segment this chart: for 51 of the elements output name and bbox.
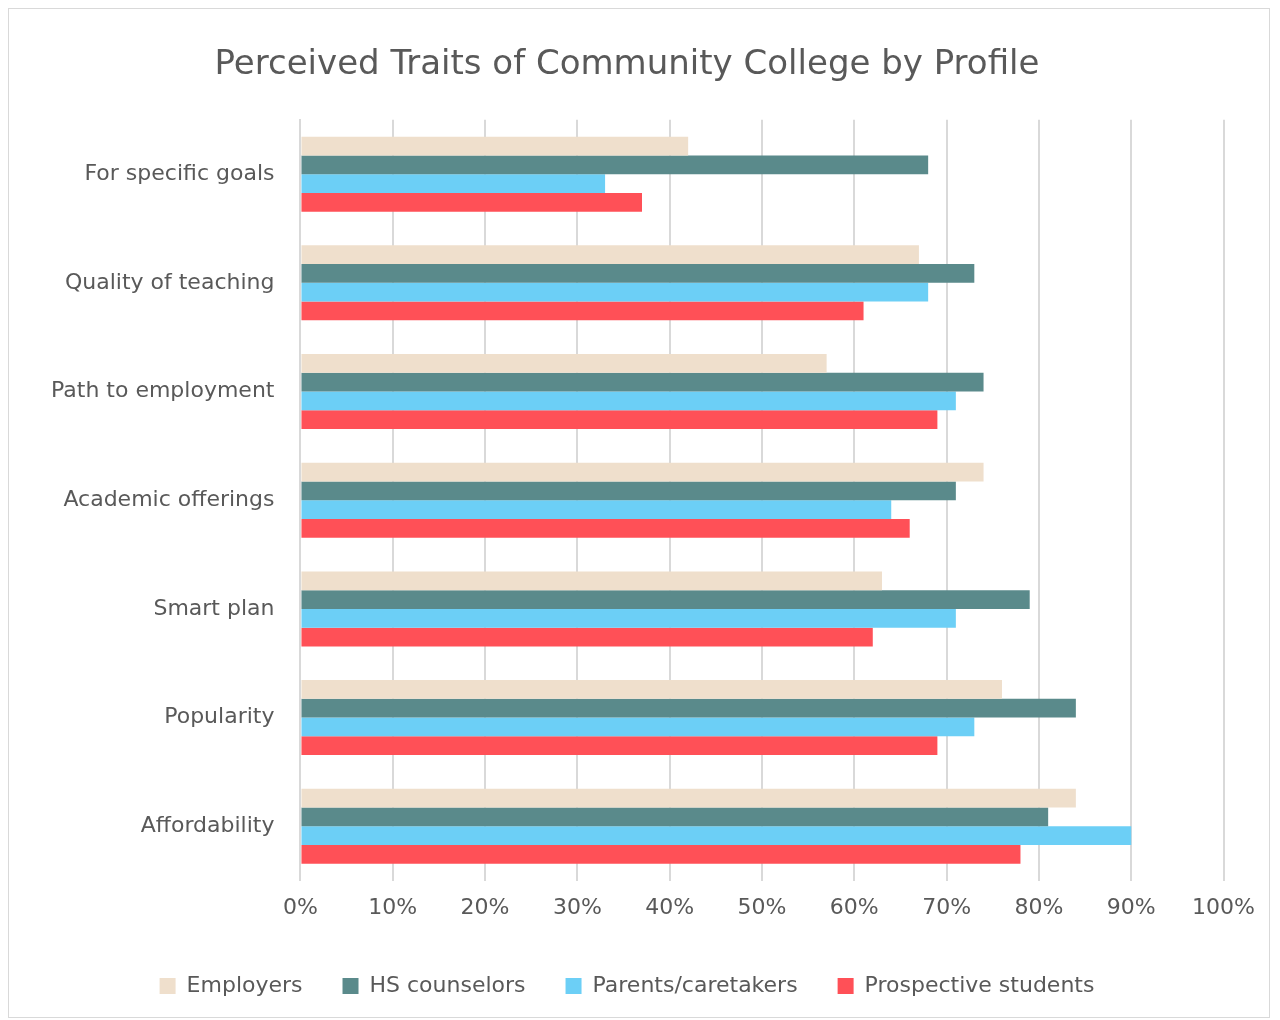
x-tick-label: 50% [737, 893, 787, 919]
bar [301, 680, 1003, 699]
bar [301, 736, 938, 756]
y-tick-label: For specific goals [84, 159, 275, 185]
bar [301, 807, 1049, 827]
bar [301, 717, 975, 737]
bar [301, 826, 1132, 846]
legend-label: Prospective students [864, 971, 1095, 997]
bar [301, 245, 919, 265]
bar [301, 698, 1076, 718]
legend-label: HS counselors [369, 971, 526, 997]
bar [301, 410, 938, 430]
bar [301, 518, 910, 538]
x-tick-label: 0% [283, 893, 318, 919]
x-tick-label: 30% [552, 893, 602, 919]
bar [301, 354, 827, 373]
bar [301, 372, 984, 392]
bar [301, 462, 984, 482]
y-tick-label: Affordability [140, 811, 275, 837]
x-tick-label: 90% [1106, 893, 1156, 919]
x-tick-label: 20% [460, 893, 510, 919]
bar [301, 391, 956, 411]
y-tick-label: Popularity [164, 703, 275, 729]
legend-label: Parents/caretakers [592, 971, 798, 997]
x-tick-label: 10% [368, 893, 418, 919]
y-tick-label: Smart plan [153, 594, 275, 620]
x-tick-label: 40% [645, 893, 695, 919]
y-tick-label: Academic offerings [63, 485, 275, 511]
bar [301, 282, 929, 302]
bar [301, 192, 642, 212]
bar [301, 788, 1076, 808]
bar [301, 136, 689, 156]
bar [301, 264, 975, 283]
bar [301, 571, 883, 591]
x-tick-label: 70% [922, 893, 972, 919]
y-tick-label: Quality of teaching [64, 268, 275, 294]
chart-title: Perceived Traits of Community College by Profile [214, 42, 1040, 83]
bar [301, 608, 956, 628]
bar [301, 301, 864, 321]
y-tick-label: Path to employment [50, 377, 275, 403]
bar [301, 481, 956, 501]
bar [301, 627, 873, 647]
bar [301, 500, 892, 519]
x-tick-label: 80% [1014, 893, 1064, 919]
bar [301, 155, 929, 175]
x-tick-label: 60% [829, 893, 879, 919]
legend-label: Employers [186, 971, 303, 997]
bar [301, 174, 606, 193]
bar [301, 590, 1030, 609]
bar [301, 845, 1021, 864]
x-tick-label: 100% [1192, 893, 1256, 919]
